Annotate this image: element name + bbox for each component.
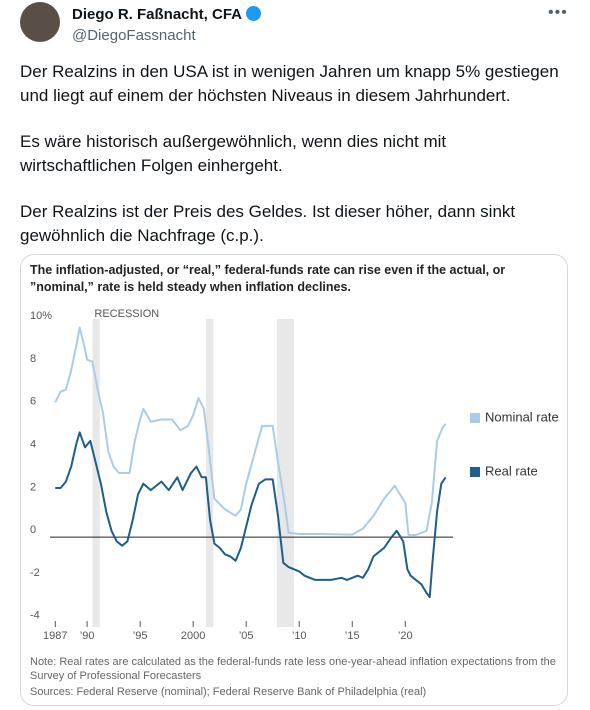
legend-swatch — [470, 413, 480, 423]
legend-swatch — [470, 467, 480, 477]
chart-sources: Sources: Federal Reserve (nominal); Fede… — [30, 686, 427, 698]
x-tick-label: ’10 — [292, 630, 307, 642]
y-tick-label: 8 — [30, 353, 36, 365]
verified-badge — [245, 6, 261, 21]
y-tick-label: 4 — [30, 439, 36, 451]
y-tick-label: 6 — [30, 396, 36, 408]
legend-label: Real rate — [485, 463, 538, 478]
y-tick-label: 2 — [30, 481, 36, 493]
chart-notes: Note: Real rates are calculated as the f… — [30, 655, 565, 699]
author-handle[interactable]: @DiegoFassnacht — [72, 27, 196, 44]
media-card[interactable] — [20, 254, 568, 706]
x-tick-label: ’20 — [398, 630, 413, 642]
y-tick-label: 10% — [30, 310, 52, 322]
recession-band — [205, 319, 214, 627]
tweet-text: Der Realzins in den USA ist in wenigen J… — [20, 60, 565, 270]
x-tick-label: ’05 — [239, 630, 254, 642]
x-tick-label: 1987 — [43, 630, 67, 642]
series-line — [54, 326, 447, 536]
more-menu[interactable]: ••• — [548, 4, 568, 21]
author-name[interactable]: Diego R. Faßnacht, CFA — [72, 6, 261, 23]
legend-label: Nominal rate — [485, 409, 559, 424]
y-tick-label: -2 — [30, 567, 40, 579]
chart-title: The inflation-adjusted, or “real,” feder… — [30, 263, 506, 294]
x-tick-label: ’95 — [133, 630, 148, 642]
paragraph: Der Realzins ist der Preis des Geldes. I… — [20, 202, 516, 245]
paragraph: Es wäre historisch außergewöhnlich, wenn… — [20, 132, 447, 175]
recession-band — [92, 319, 100, 627]
y-tick-label: 0 — [30, 524, 36, 536]
author-name-text[interactable]: Diego R. Faßnacht, CFA — [72, 6, 242, 23]
paragraph: Der Realzins in den USA ist in wenigen J… — [20, 62, 559, 105]
x-tick-label: ’15 — [345, 630, 360, 642]
chart-note: Note: Real rates are calculated as the f… — [30, 656, 556, 682]
recession-label: RECESSION — [94, 308, 159, 320]
chart: RECESSION -4 -2 0 2 4 6 8 10% 1987 ’90 ’95 2000 ’05 ’1… — [30, 308, 559, 642]
avatar[interactable] — [20, 2, 60, 42]
x-tick-label: 2000 — [181, 630, 205, 642]
y-tick-label: -4 — [30, 610, 40, 622]
series-line — [55, 431, 447, 599]
x-tick-label: ’90 — [80, 630, 95, 642]
